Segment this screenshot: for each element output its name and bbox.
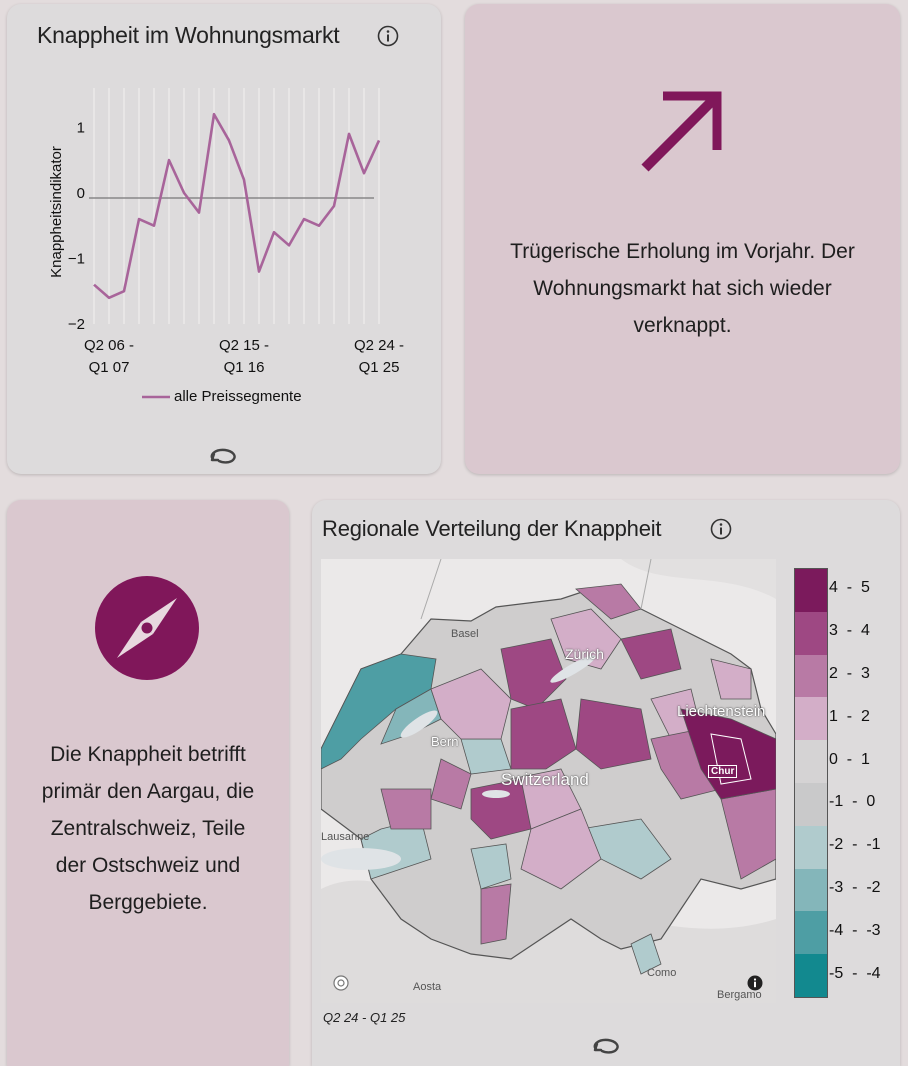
map-legend-colorbar: [794, 568, 828, 998]
map-title: Regionale Verteilung der Knappheit: [322, 516, 662, 541]
info-icon[interactable]: [710, 518, 732, 540]
y-tick-label: −1: [68, 250, 85, 267]
legend-label: 3 - 4: [829, 622, 870, 640]
map-label-como: Como: [647, 967, 677, 979]
x-tick-label: Q2 24 -: [354, 337, 404, 354]
y-tick-label: 1: [77, 119, 85, 136]
region-map[interactable]: Basel Zürich Liechtenstein Bern Switzerl…: [321, 559, 776, 1003]
info-icon[interactable]: [377, 25, 399, 47]
y-axis-title: Knappheitsindikator: [48, 146, 65, 278]
map-label-chur: Chur: [708, 765, 738, 778]
chart-card: Knappheit im Wohnungsmarkt 1 0 −1 −2 Q2 06 …: [7, 4, 441, 474]
trend-message-line: Wohnungsmarkt hat sich wieder: [533, 277, 832, 300]
trend-message: Trügerische Erholung im Vorjahr. Der Woh…: [465, 233, 900, 344]
legend-swatch: [795, 697, 827, 741]
map-label-switzerland: Switzerland: [501, 770, 589, 789]
x-tick-label: Q2 06 -: [84, 337, 134, 354]
mapbox-logo-icon[interactable]: [333, 975, 349, 991]
legend-swatch: [795, 740, 827, 783]
legend-swatch: [795, 654, 827, 698]
compass-icon: [95, 576, 199, 680]
compass-message: Die Knappheit betrifft primär den Aargau…: [7, 736, 289, 921]
map-canvas[interactable]: [321, 559, 776, 1003]
legend-swatch: [795, 611, 827, 655]
legend-label: -3 - -2: [829, 879, 881, 896]
legend-label: 4 - 5: [829, 579, 870, 597]
compass-card: Die Knappheit betrifft primär den Aargau…: [7, 500, 289, 1066]
legend-swatch: [795, 783, 827, 826]
refresh-icon[interactable]: [588, 1034, 624, 1058]
compass-message-line: Die Knappheit betrifft: [50, 743, 246, 766]
compass-message-line: Zentralschweiz, Teile: [50, 817, 246, 840]
attribution-info-icon[interactable]: [747, 975, 763, 991]
chart-gridlines: [93, 88, 380, 324]
chart-title: Knappheit im Wohnungsmarkt: [37, 22, 340, 48]
legend-swatch: [795, 569, 827, 612]
arrow-up-right-icon: [641, 91, 722, 172]
compass-message-line: primär den Aargau, die: [41, 780, 255, 803]
map-label-lausanne: Lausanne: [321, 831, 370, 843]
y-tick-label: −2: [68, 316, 85, 333]
legend-swatch: [795, 868, 827, 912]
legend-label: -2 - -1: [829, 836, 881, 854]
trend-card: Trügerische Erholung im Vorjahr. Der Woh…: [465, 4, 900, 474]
x-tick-label: Q1 07: [89, 359, 130, 376]
legend-label: -1 - 0: [829, 793, 876, 811]
legend-label: 0 - 1: [829, 750, 870, 768]
x-tick-label: Q1 25: [359, 359, 400, 376]
legend-label: -4 - -3: [829, 921, 881, 939]
x-tick-label: Q2 15 -: [219, 337, 269, 354]
map-label-bern: Bern: [431, 734, 459, 749]
compass-message-line: der Ostschweiz und: [55, 854, 241, 877]
y-tick-label: 0: [77, 185, 85, 202]
map-label-liechtenstein: Liechtenstein: [677, 703, 766, 720]
period-label: Q2 24 - Q1 25: [323, 1010, 406, 1025]
line-chart: 1 0 −1 −2 Q2 06 - Q1 07 Q2 15 - Q1 16 Q2 24 - Q1…: [48, 88, 404, 399]
legend-label: 1 - 2: [829, 707, 870, 725]
x-tick-label: Q1 16: [224, 359, 265, 376]
map-label-aosta: Aosta: [413, 981, 442, 993]
legend-swatch: [795, 954, 827, 997]
series-line-alle-preissegmente: [93, 112, 381, 300]
legend-swatch: [795, 825, 827, 869]
trend-message-line: Trügerische Erholung im Vorjahr. Der: [510, 240, 855, 263]
compass-message-line: Berggebiete.: [88, 891, 208, 914]
legend-label: 2 - 3: [829, 665, 870, 682]
map-label-basel: Basel: [451, 628, 479, 640]
legend-label: -5 - -4: [829, 964, 881, 982]
legend-swatch: [795, 911, 827, 955]
map-label-zurich: Zürich: [565, 646, 604, 662]
map-label-bergamo: Bergamo: [717, 989, 762, 1001]
legend-entry-label[interactable]: alle Preissegmente: [174, 388, 302, 405]
refresh-icon[interactable]: [205, 444, 241, 468]
trend-message-line: verknappt.: [633, 314, 732, 337]
map-card: Regionale Verteilung der Knappheit: [312, 500, 900, 1066]
